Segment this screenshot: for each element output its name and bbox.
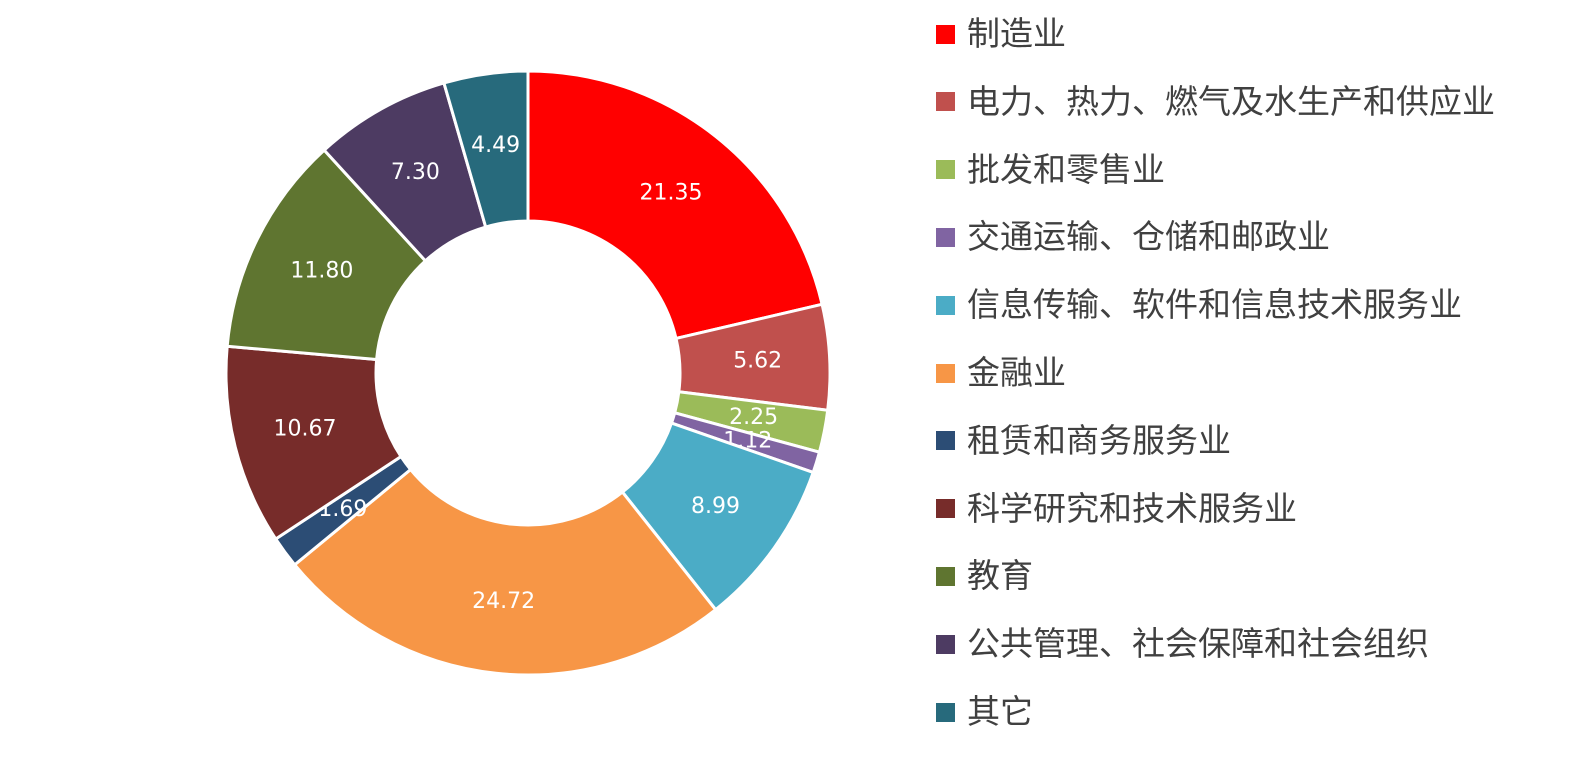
legend-swatch <box>936 295 955 315</box>
legend-item-制造业: 制造业 <box>936 14 1066 54</box>
legend-label: 其它 <box>967 692 1033 731</box>
legend-item-信息传输-软件和信息技术服务业: 信息传输、软件和信息技术服务业 <box>936 285 1462 325</box>
donut-slice-1 <box>526 69 824 341</box>
legend-swatch <box>936 363 955 383</box>
legend-label: 公共管理、社会保障和社会组织 <box>967 624 1429 664</box>
legend-label: 金融业 <box>967 353 1066 392</box>
data-label-6: 24.72 <box>472 589 535 614</box>
legend-swatch <box>936 92 955 112</box>
legend-swatch <box>936 702 955 722</box>
legend-item-科学研究和技术服务业: 科学研究和技术服务业 <box>936 489 1297 529</box>
legend-swatch <box>936 499 955 519</box>
donut-slice-11 <box>442 69 530 229</box>
legend-item-租赁和商务服务业: 租赁和商务服务业 <box>936 421 1231 461</box>
legend-item-教育: 教育 <box>936 556 1033 596</box>
legend-label: 电力、热力、燃气及水生产和供应业 <box>967 81 1495 121</box>
legend-item-批发和零售业: 批发和零售业 <box>936 150 1165 190</box>
legend-swatch <box>936 634 955 654</box>
donut-slice-9 <box>225 148 428 362</box>
legend-item-其它: 其它 <box>936 692 1033 732</box>
legend-item-电力-热力-燃气及水生产和供应业: 电力、热力、燃气及水生产和供应业 <box>936 82 1495 122</box>
legend-swatch <box>936 227 955 247</box>
legend-swatch <box>936 566 955 586</box>
data-label-9: 11.80 <box>290 259 353 284</box>
legend: 制造业电力、热力、燃气及水生产和供应业 批发和零售业交通运输、仓储和邮政业信息传输… <box>936 0 1586 757</box>
legend-swatch <box>936 160 955 180</box>
legend-label: 教育 <box>967 556 1033 596</box>
donut-chart: 21.355.622.251.128.9924.721.6910.6711.80… <box>224 69 832 677</box>
data-label-5: 8.99 <box>691 494 740 519</box>
legend-item-金融业: 金融业 <box>936 353 1066 393</box>
legend-item-交通运输-仓储和邮政业: 交通运输、仓储和邮政业 <box>936 217 1330 257</box>
legend-label: 信息传输、软件和信息技术服务业 <box>967 285 1462 325</box>
legend-label: 交通运输、仓储和邮政业 <box>967 217 1330 257</box>
data-label-10: 7.30 <box>391 160 440 185</box>
legend-label: 批发和零售业 <box>967 149 1165 189</box>
donut-slice-6 <box>292 467 718 677</box>
legend-label: 制造业 <box>967 14 1066 53</box>
data-label-2: 5.62 <box>733 348 782 373</box>
data-label-3: 2.25 <box>729 405 778 430</box>
data-label-8: 10.67 <box>273 417 336 442</box>
data-label-1: 21.35 <box>639 180 702 205</box>
data-label-11: 4.49 <box>471 133 520 158</box>
legend-label: 科学研究和技术服务业 <box>967 488 1297 528</box>
legend-label: 租赁和商务服务业 <box>967 420 1231 460</box>
legend-item-公共管理-社会保障和社会组织: 公共管理、社会保障和社会组织 <box>936 624 1429 664</box>
legend-swatch <box>936 431 955 451</box>
legend-swatch <box>936 24 955 44</box>
